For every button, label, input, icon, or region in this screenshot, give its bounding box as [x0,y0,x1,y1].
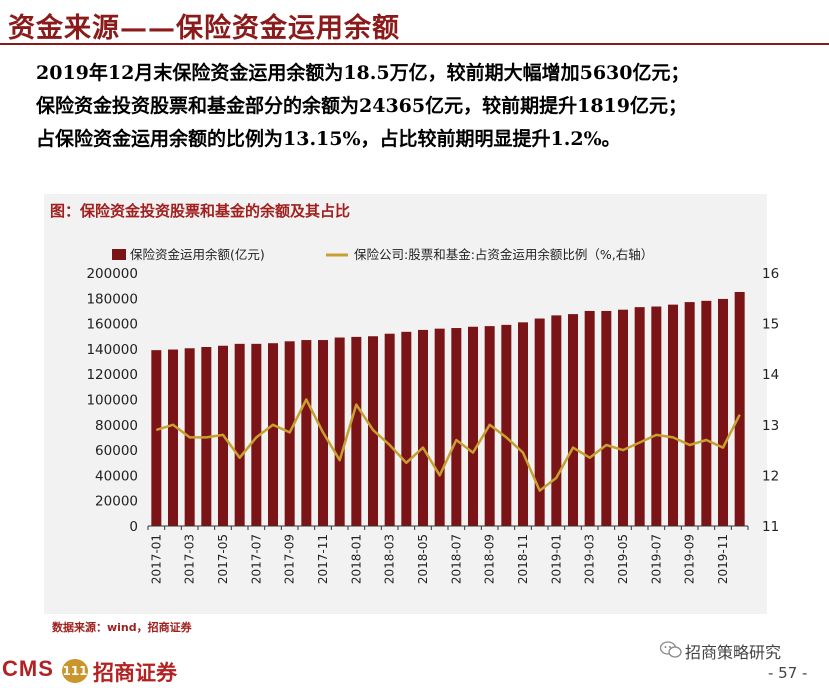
bar [534,318,545,526]
y-left-tick-label: 160000 [86,317,138,333]
bar [251,343,262,526]
y-left-tick-label: 140000 [86,342,138,358]
x-tick-label: 2017-03 [183,534,197,584]
y-right-tick-label: 15 [762,317,779,333]
bar [518,322,528,526]
bar [601,310,612,526]
x-tick-label: 2019-01 [549,534,563,584]
bar [401,331,412,526]
bar [718,298,728,526]
bar [618,309,628,526]
title-rule [0,43,829,45]
x-tick-label: 2017-07 [249,534,263,584]
bar [351,336,362,526]
x-tick-label: 2018-09 [483,534,497,584]
bar [284,341,295,526]
x-tick-label: 2017-01 [149,534,163,584]
data-source: 数据来源：wind，招商证券 [52,621,192,634]
bar [168,349,178,526]
bar [684,302,695,526]
x-tick-label: 2019-03 [583,534,597,584]
summary-line-1: 2019年12月末保险资金运用余额为18.5万亿，较前期大幅增加5630亿元； [36,62,690,84]
summary-line-3: 占保险资金运用余额的比例为13.15%，占比较前期明显提升1.2%。 [36,128,621,150]
y-left-tick-label: 200000 [86,266,138,282]
chart-legend: 保险资金运用余额(亿元) 保险公司:股票和基金:占资金运用余额比例（%,右轴） [112,247,653,262]
x-tick-label: 2018-01 [349,534,363,584]
x-tick-label: 2019-09 [683,534,697,584]
x-tick-label: 2017-09 [283,534,297,584]
x-tick-label: 2017-05 [216,534,230,584]
x-tick-label: 2019-07 [649,534,663,584]
y-right-tick-label: 11 [762,519,779,535]
bar [384,333,395,526]
bar [501,324,512,526]
wechat-account-name: 招商策略研究 [685,643,782,662]
y-axis-left: 0 20000 40000 60000 80000 100000 120000 140000 1… [86,266,138,535]
y-right-tick-label: 14 [762,367,779,383]
y-left-tick-label: 60000 [95,443,138,459]
x-tick-label: 2019-11 [716,534,730,584]
bar [301,340,312,526]
bar [668,304,678,526]
chart-caption: 图：保险资金投资股票和基金的余额及其占比 [50,202,351,220]
wechat-icon [660,641,682,658]
bar [334,337,345,526]
y-left-tick-label: 120000 [86,367,138,383]
bar [268,343,278,526]
cms-logo-badge: 111 [62,659,88,683]
y-left-tick-label: 80000 [95,418,138,434]
bar [434,328,445,526]
cms-logo-text: CMS [2,656,54,681]
y-axis-right: 11 12 13 14 15 16 [762,266,779,535]
bar [734,291,745,526]
page-number: - 57 - [768,664,808,682]
legend-label-line: 保险公司:股票和基金:占资金运用余额比例（%,右轴） [354,247,653,262]
company-name: 招商证券 [93,661,177,685]
slide-title: 资金来源——保险资金运用余额 [8,13,400,44]
x-tick-label: 2018-05 [416,534,430,584]
bar [468,326,478,526]
bar-series [151,291,745,526]
x-tick-label: 2018-11 [516,534,530,584]
y-right-tick-label: 12 [762,468,779,484]
y-left-tick-label: 20000 [95,494,138,510]
bar [418,329,428,526]
bar [701,300,712,526]
line-series [155,398,741,492]
bar [651,306,662,526]
bar [151,350,162,526]
bar [584,310,595,526]
bar [568,314,578,526]
legend-swatch-bar [112,249,126,260]
x-tick-label: 2018-03 [383,534,397,584]
x-axis: 2017-01 2017-03 2017-05 2017-07 2017-09 2017-… [147,525,749,584]
y-right-tick-label: 13 [762,418,779,434]
summary-line-2: 保险资金投资股票和基金部分的余额为24365亿元，较前期提升1819亿元； [36,95,687,117]
x-tick-label: 2019-05 [616,534,630,584]
legend-label-bar: 保险资金运用余额(亿元) [130,247,265,262]
y-left-tick-label: 100000 [86,393,138,409]
y-left-tick-label: 180000 [86,291,138,307]
bar [451,328,462,526]
bar [634,307,645,526]
y-left-tick-label: 40000 [95,468,138,484]
bar [234,343,245,526]
y-left-tick-label: 0 [129,519,138,535]
bar [551,315,562,526]
x-tick-label: 2017-11 [316,534,330,584]
y-right-tick-label: 16 [762,266,779,282]
ratio-line [155,398,741,492]
x-tick-label: 2018-07 [449,534,463,584]
